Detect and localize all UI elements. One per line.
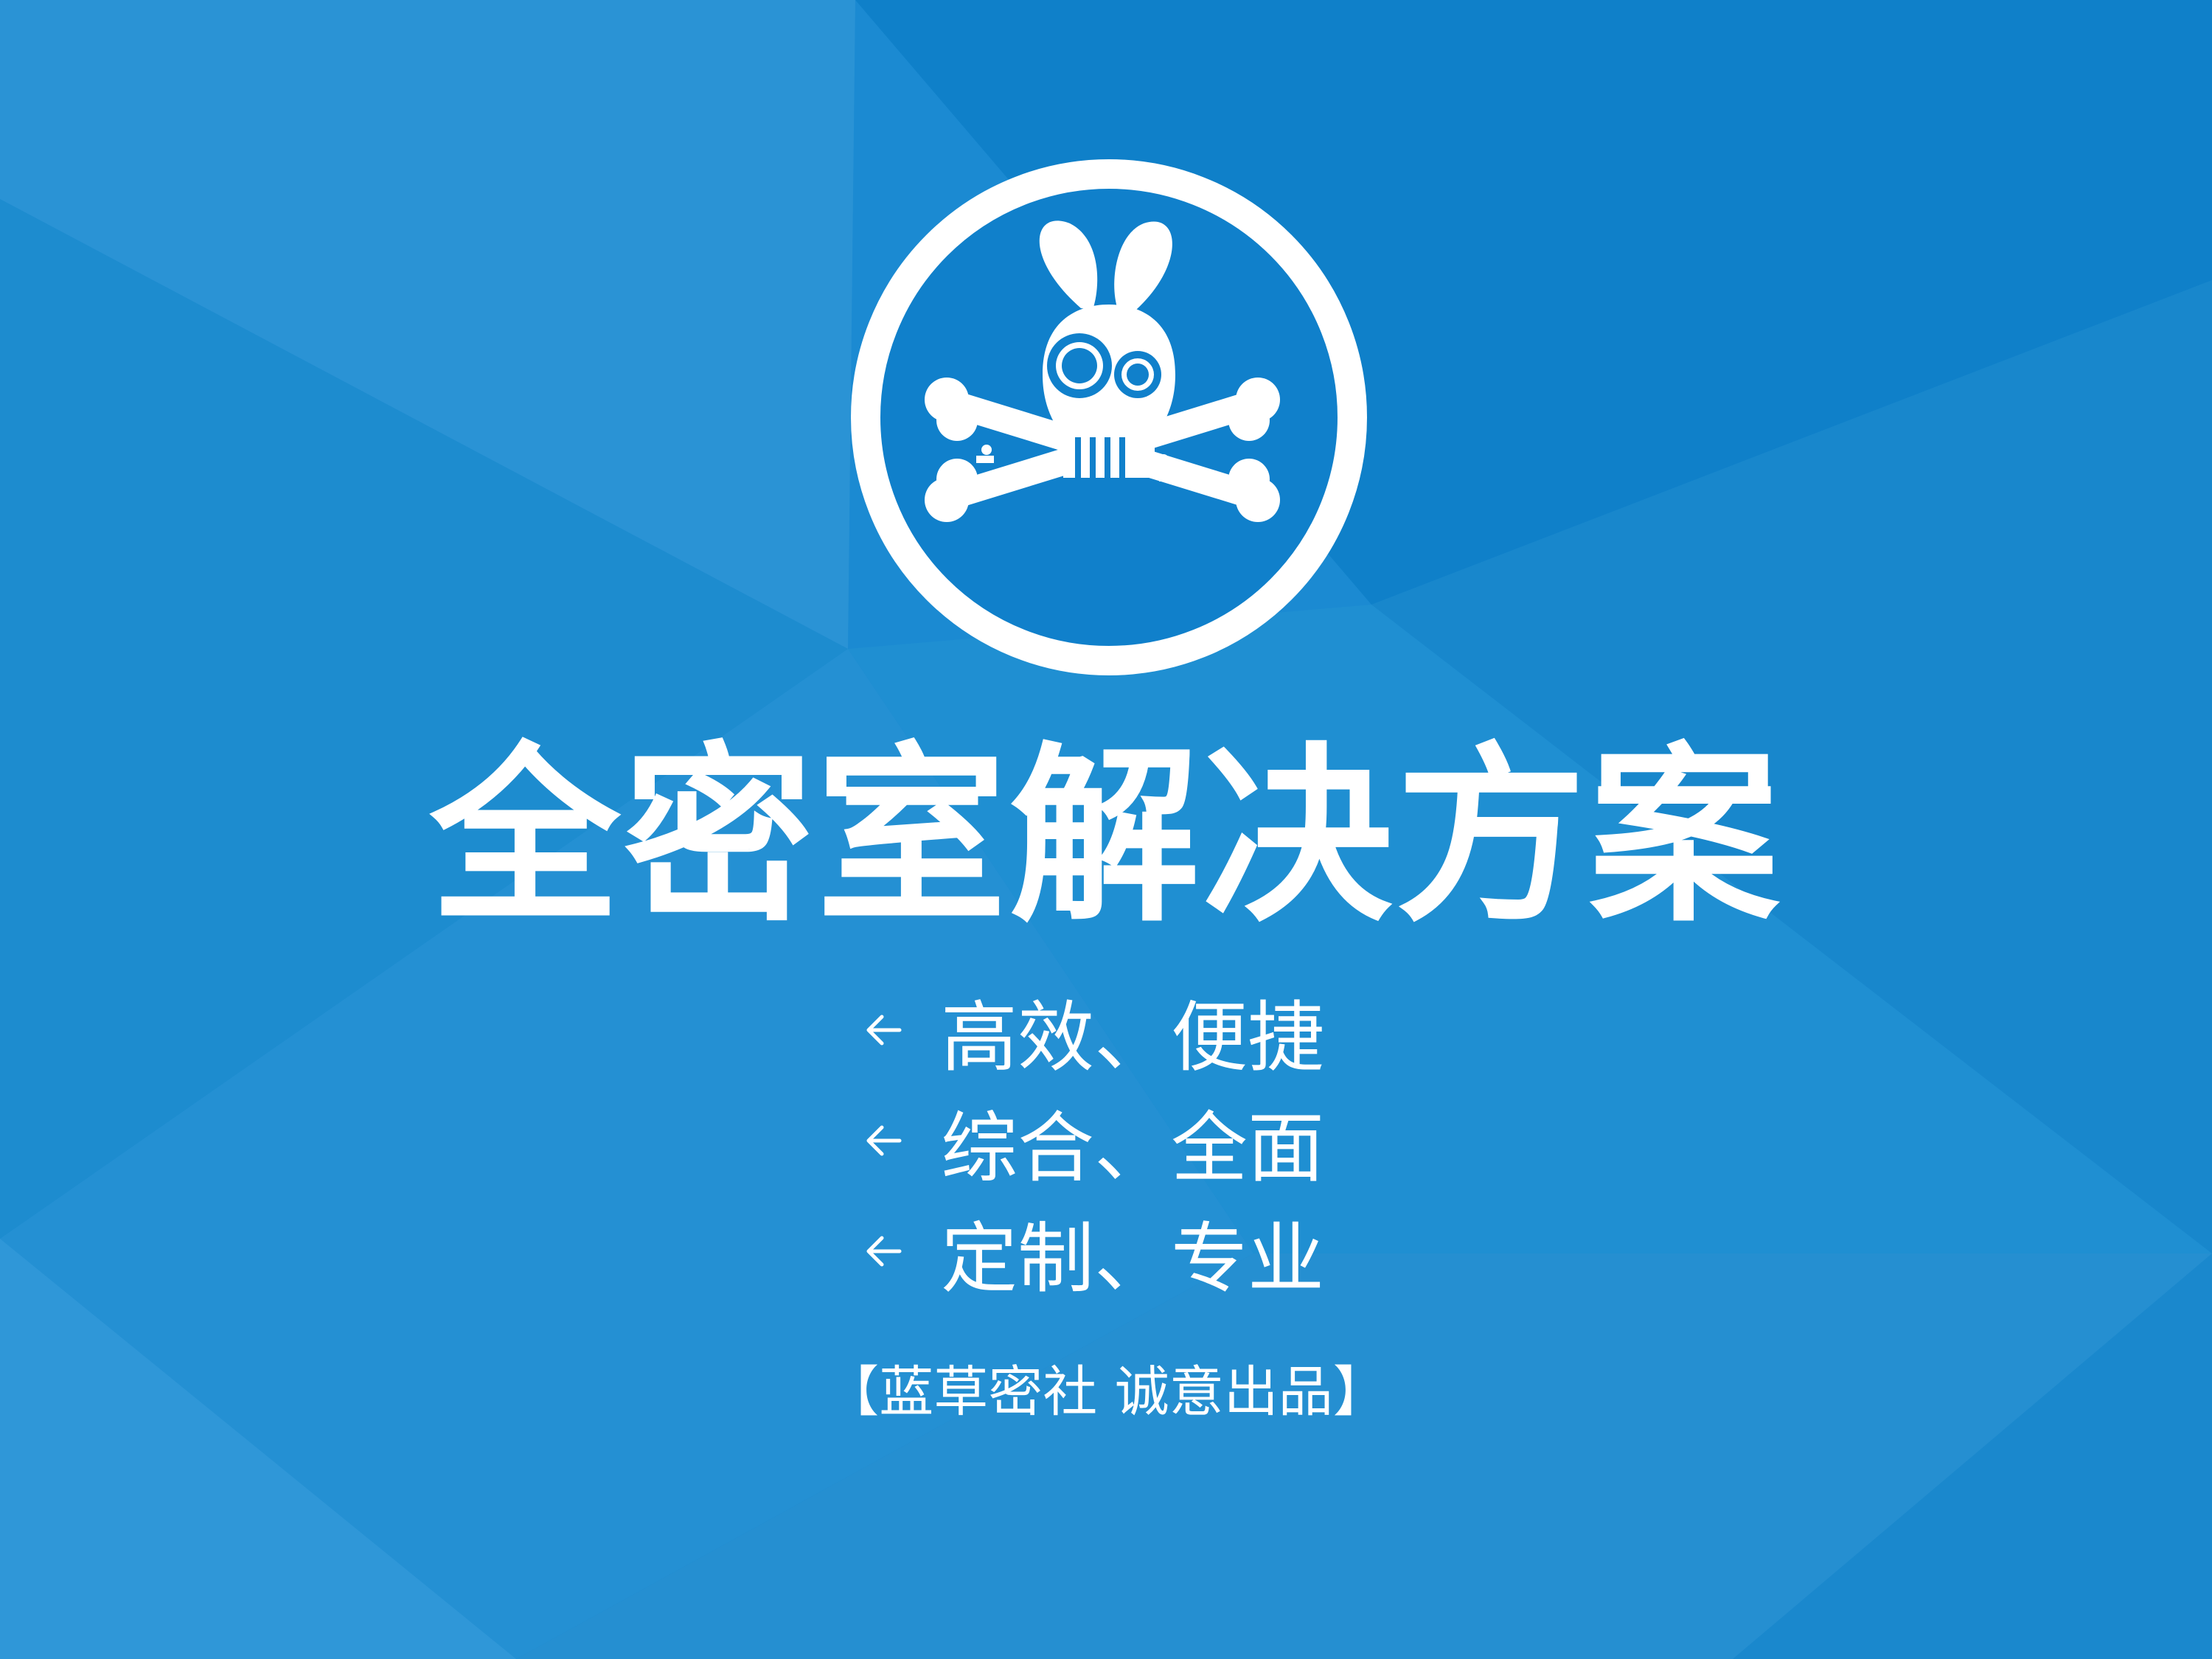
arrow-left-icon xyxy=(866,1236,902,1267)
feature-item: 综合、全面 xyxy=(863,1085,1526,1196)
feature-text: 综合、全面 xyxy=(941,1102,1325,1193)
feature-item: 高效、便捷 xyxy=(863,975,1526,1085)
page-title: 全密室解决方案 xyxy=(430,726,1782,947)
feature-list: 高效、便捷 综合、全面 定制、专业 xyxy=(863,975,1526,1307)
feature-text: 高效、便捷 xyxy=(941,992,1325,1082)
credit-text: 【蓝草密社 诚意出品】 xyxy=(824,1360,1388,1424)
feature-text: 定制、专业 xyxy=(941,1213,1325,1304)
arrow-left-icon xyxy=(866,1015,902,1046)
arrow-left-icon xyxy=(866,1125,902,1156)
rabbit-skull-crossbones-icon xyxy=(851,159,1367,675)
feature-item: 定制、专业 xyxy=(863,1196,1526,1307)
